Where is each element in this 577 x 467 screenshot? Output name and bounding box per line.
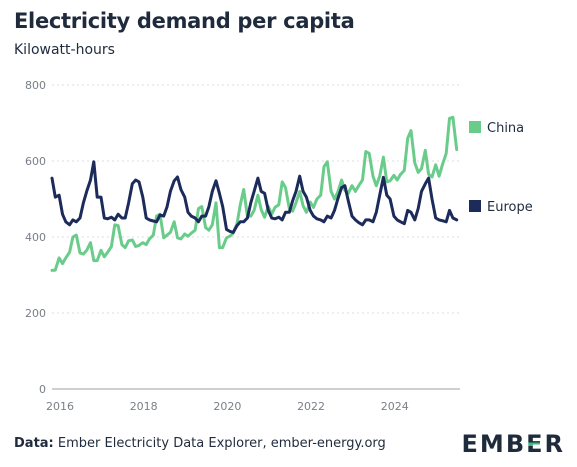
- y-tick-label: 200: [25, 307, 46, 320]
- legend-label-china: China: [487, 121, 524, 136]
- y-tick-label: 0: [39, 383, 46, 396]
- gridlines: [52, 84, 460, 390]
- line-chart: 0 200 400 600 800 2016 2018 2020 2022 2024 China…: [25, 79, 533, 413]
- x-tick-label: 2024: [381, 400, 409, 413]
- logo-letter: R: [544, 430, 565, 458]
- legend-label-europe: Europe: [487, 200, 533, 215]
- y-tick-label: 400: [25, 231, 46, 244]
- chart-subtitle: Kilowatt-hours: [14, 42, 115, 58]
- source-text: Ember Electricity Data Explorer, ember-e…: [57, 436, 386, 451]
- x-tick-label: 2016: [46, 400, 74, 413]
- x-axis-ticks: 2016 2018 2020 2022 2024: [46, 400, 409, 413]
- series-line-china: [50, 115, 459, 272]
- ember-logo-text: EMBER: [462, 430, 565, 458]
- x-tick-label: 2020: [213, 400, 241, 413]
- series-line-europe: [50, 160, 459, 234]
- logo-letter: B: [505, 430, 527, 458]
- logo-letter: E: [461, 430, 480, 458]
- legend: China Europe: [469, 121, 533, 215]
- x-tick-label: 2018: [130, 400, 158, 413]
- source-label: Data:: [14, 436, 54, 451]
- legend-swatch-europe: [469, 200, 481, 212]
- source-note: Data: Ember Electricity Data Explorer, e…: [14, 436, 386, 451]
- logo-letter: E: [526, 430, 545, 458]
- chart-title: Electricity demand per capita: [14, 9, 355, 33]
- y-axis-ticks: 0 200 400 600 800: [25, 79, 46, 396]
- legend-swatch-china: [469, 121, 481, 133]
- logo-letter: M: [479, 430, 506, 458]
- y-tick-label: 600: [25, 155, 46, 168]
- x-tick-label: 2022: [297, 400, 325, 413]
- ember-logo: EMBER: [462, 430, 565, 458]
- series-lines: [50, 115, 459, 272]
- y-tick-label: 800: [25, 79, 46, 92]
